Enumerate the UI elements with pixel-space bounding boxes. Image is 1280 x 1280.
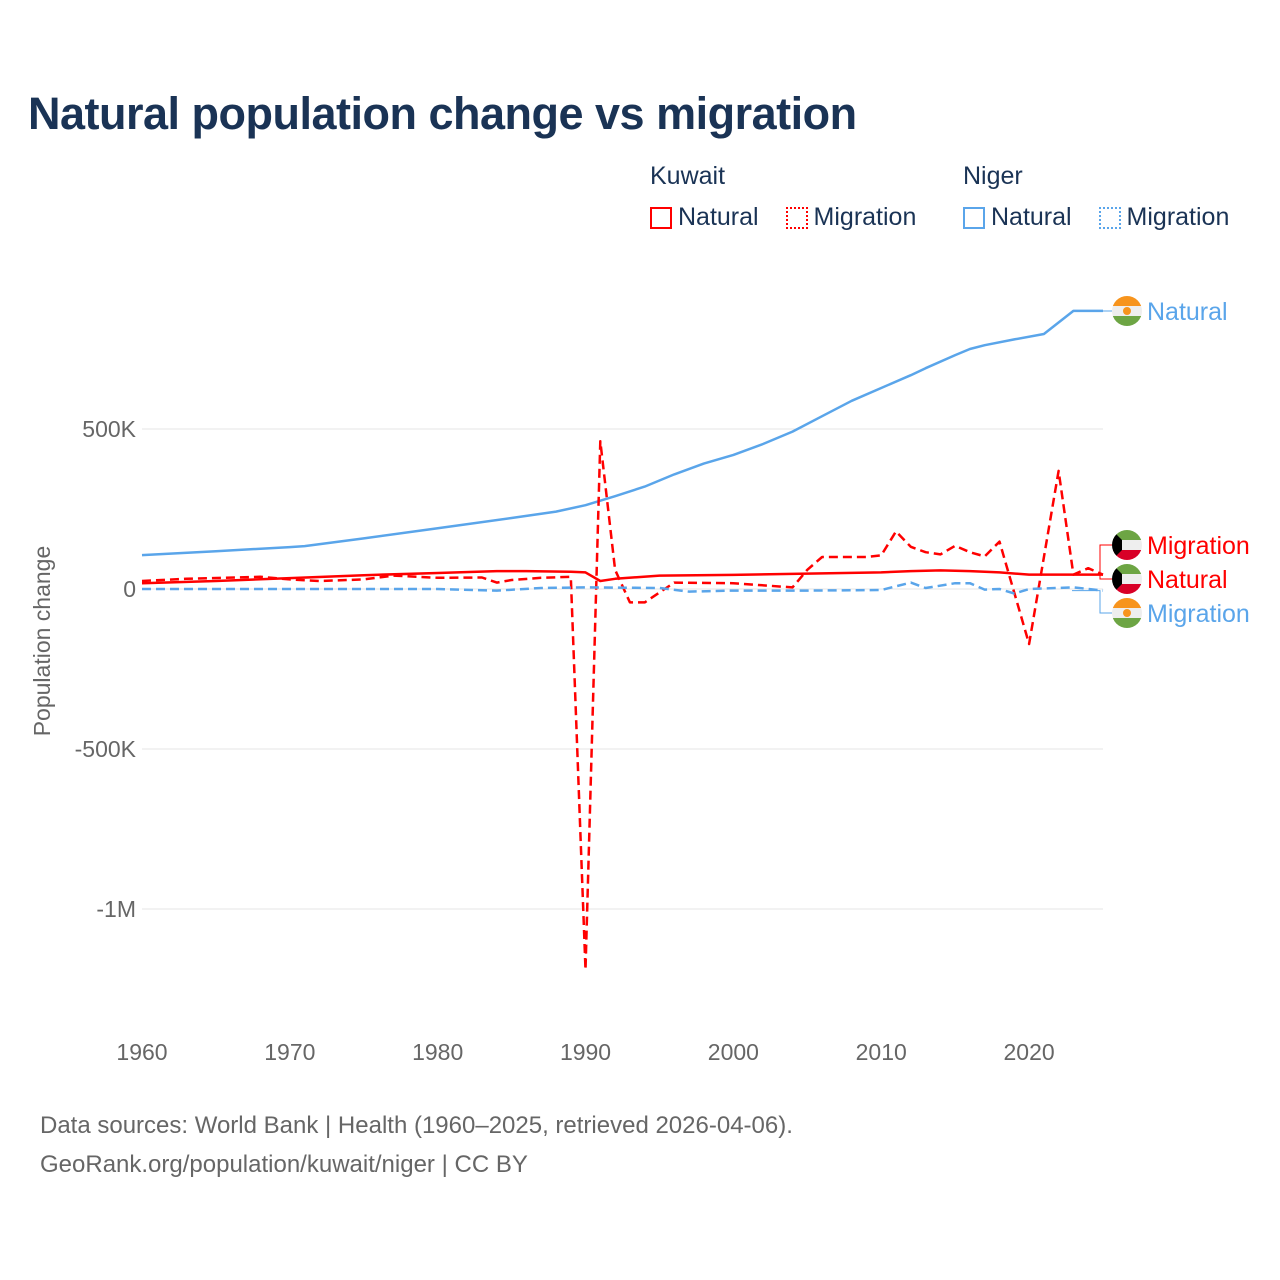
end-label-kuwait-migration: Migration — [1147, 532, 1250, 560]
legend-item-kuwait-migration[interactable]: Migration — [785, 203, 917, 232]
flag-stripe — [1112, 530, 1142, 540]
x-tick-label: 1980 — [412, 1039, 463, 1065]
series-line-kuwait-natural — [141, 569, 1103, 585]
legend-item-kuwait-natural[interactable]: Natural — [650, 203, 759, 232]
legend-group-title: Kuwait — [650, 162, 726, 190]
flag-stripe — [1112, 550, 1142, 560]
legend-group-title: Niger — [963, 162, 1023, 190]
label-connector — [1072, 590, 1112, 614]
legend-swatch — [650, 206, 672, 229]
flag-body — [1112, 296, 1142, 326]
flag-stripe — [1112, 618, 1142, 628]
y-tick-label: -500K — [75, 736, 137, 762]
legend-label: Migration — [1126, 203, 1230, 231]
flag-body — [1112, 598, 1142, 628]
kuwait-flag-icon — [1112, 530, 1142, 560]
flag-trapezoid — [1112, 564, 1122, 594]
end-label-kuwait-natural: Natural — [1147, 566, 1228, 594]
series-line-niger-natural — [141, 309, 1103, 557]
footer: Data sources: World Bank | Health (1960–… — [40, 1106, 793, 1184]
legend-group-kuwait: Kuwait Natural Migration — [650, 162, 936, 236]
chart-title: Natural population change vs migration — [28, 88, 857, 139]
legend-item-niger-migration[interactable]: Migration — [1098, 203, 1230, 232]
legend-group-niger: Niger Natural Migration — [963, 162, 1229, 236]
y-tick-label: 0 — [123, 576, 136, 602]
end-label-niger-migration: Migration — [1147, 600, 1250, 628]
legend-item-niger-natural[interactable]: Natural — [963, 203, 1072, 232]
legend-swatch — [1098, 206, 1121, 229]
flag-body — [1112, 530, 1142, 560]
x-tick-label: 2000 — [708, 1039, 759, 1065]
data-source: Data sources: World Bank | Health (1960–… — [40, 1112, 793, 1139]
x-tick-label: 1970 — [264, 1039, 315, 1065]
source-url: GeoRank.org/population/kuwait/niger | CC… — [40, 1151, 528, 1178]
niger-flag-icon — [1112, 296, 1142, 326]
legend-label: Natural — [678, 203, 759, 231]
end-label-niger-natural: Natural — [1147, 298, 1228, 326]
flag-sun — [1123, 307, 1131, 315]
flag-stripe — [1112, 598, 1142, 608]
flag-stripe — [1112, 584, 1142, 594]
niger-flag-icon — [1112, 598, 1142, 628]
flag-body — [1112, 564, 1142, 594]
x-tick-label: 1990 — [560, 1039, 611, 1065]
y-tick-label: 500K — [82, 416, 136, 442]
kuwait-flag-icon — [1112, 564, 1142, 594]
x-tick-label: 1960 — [116, 1039, 167, 1065]
series-line-niger-migration — [142, 581, 1104, 595]
x-tick-label: 2010 — [856, 1039, 907, 1065]
flag-stripe — [1112, 296, 1142, 306]
y-tick-label: -1M — [96, 896, 136, 922]
series-line-kuwait-migration — [141, 439, 1104, 972]
y-axis-label: Population change — [29, 546, 55, 737]
flag-stripe — [1112, 540, 1142, 550]
flag-stripe — [1112, 316, 1142, 326]
flag-stripe — [1112, 564, 1142, 574]
flag-trapezoid — [1112, 530, 1122, 560]
legend-label: Natural — [991, 203, 1072, 231]
legend-swatch — [785, 206, 808, 229]
legend-label: Migration — [813, 203, 917, 231]
legend-swatch — [963, 206, 985, 229]
flag-sun — [1123, 609, 1131, 617]
flag-stripe — [1112, 574, 1142, 584]
x-tick-label: 2020 — [1003, 1039, 1054, 1065]
label-connector — [1072, 574, 1112, 580]
